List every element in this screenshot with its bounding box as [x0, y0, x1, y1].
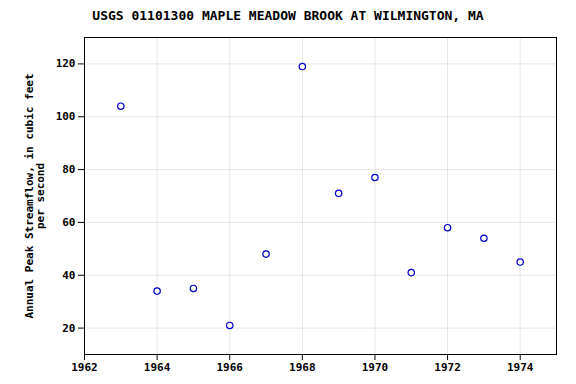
svg-text:Annual Peak Streamflow, in cub: Annual Peak Streamflow, in cubic feetper…	[23, 73, 47, 318]
svg-text:60: 60	[62, 216, 75, 229]
html-text:USGS 01101300 MAPLE MEADOW BRO: USGS 01101300 MAPLE MEADOW BROOK AT WILM…	[92, 8, 484, 23]
svg-text:1972: 1972	[434, 361, 461, 374]
svg-text:1964: 1964	[144, 361, 171, 374]
svg-text:1970: 1970	[362, 361, 389, 374]
svg-text:1968: 1968	[289, 361, 316, 374]
svg-text:120: 120	[56, 57, 76, 70]
svg-text:1966: 1966	[216, 361, 243, 374]
svg-text:1974: 1974	[507, 361, 534, 374]
svg-text:40: 40	[62, 269, 75, 282]
svg-text:100: 100	[56, 110, 76, 123]
svg-text:1962: 1962	[71, 361, 98, 374]
svg-text:80: 80	[62, 163, 75, 176]
svg-text:20: 20	[62, 322, 75, 335]
